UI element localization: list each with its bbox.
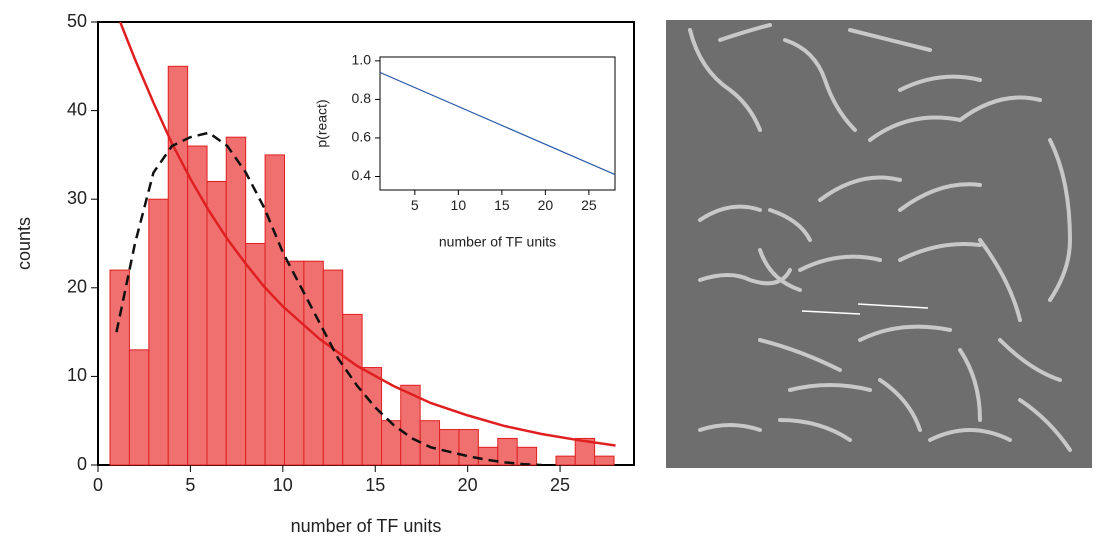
- bar: [381, 420, 402, 466]
- x-tick-label: 20: [538, 197, 554, 213]
- plot-area: [109, 22, 616, 466]
- micrograph-background: [666, 20, 1092, 468]
- x-tick-label: 10: [273, 475, 293, 495]
- x-axis-label: number of TF units: [291, 516, 442, 536]
- y-tick-label: 30: [67, 188, 87, 208]
- bar: [419, 420, 441, 466]
- bar: [516, 446, 538, 466]
- x-tick-label: 25: [550, 475, 570, 495]
- y-tick-label: 20: [67, 277, 87, 297]
- x-axis-label: number of TF units: [439, 234, 556, 250]
- y-tick-label: 0: [77, 454, 87, 474]
- x-tick-label: 25: [581, 197, 597, 213]
- x-tick-label: 15: [494, 197, 510, 213]
- y-tick-label: 50: [67, 11, 87, 31]
- bar: [283, 260, 305, 466]
- bar: [187, 145, 208, 466]
- bar: [497, 437, 518, 466]
- fit-curve: [115, 131, 542, 465]
- x-tick-label: 15: [365, 475, 385, 495]
- micrograph: [666, 20, 1092, 468]
- bar: [225, 136, 247, 466]
- bar: [148, 198, 169, 466]
- bar: [264, 154, 285, 466]
- x-tick-label: 0: [93, 475, 103, 495]
- bar: [303, 260, 324, 466]
- x-tick-label: 10: [451, 197, 467, 213]
- filaments: [688, 23, 1073, 452]
- y-axis-label: counts: [14, 217, 34, 270]
- bar: [128, 349, 150, 466]
- measure-lines: [801, 303, 929, 315]
- y-tick-label: 0.4: [352, 167, 372, 183]
- bar: [322, 269, 344, 466]
- bar: [439, 429, 460, 466]
- x-tick-label: 20: [458, 475, 478, 495]
- x-tick-label: 5: [411, 197, 419, 213]
- y-tick-label: 0.6: [352, 129, 372, 145]
- y-tick-label: 1.0: [352, 52, 372, 68]
- bar: [361, 367, 383, 466]
- y-tick-label: 0.8: [352, 90, 372, 106]
- bar: [167, 65, 189, 466]
- x-tick-label: 5: [185, 475, 195, 495]
- decay-curve: [119, 22, 616, 447]
- y-tick-label: 10: [67, 365, 87, 385]
- bar: [458, 429, 479, 466]
- bar: [594, 455, 615, 466]
- line: [379, 71, 616, 176]
- bar: [109, 269, 130, 466]
- bar: [555, 455, 576, 466]
- bar: [574, 437, 596, 466]
- bar: [477, 446, 499, 466]
- y-axis-label: p(react): [314, 99, 330, 147]
- plot-area: [379, 71, 616, 176]
- y-tick-label: 40: [67, 99, 87, 119]
